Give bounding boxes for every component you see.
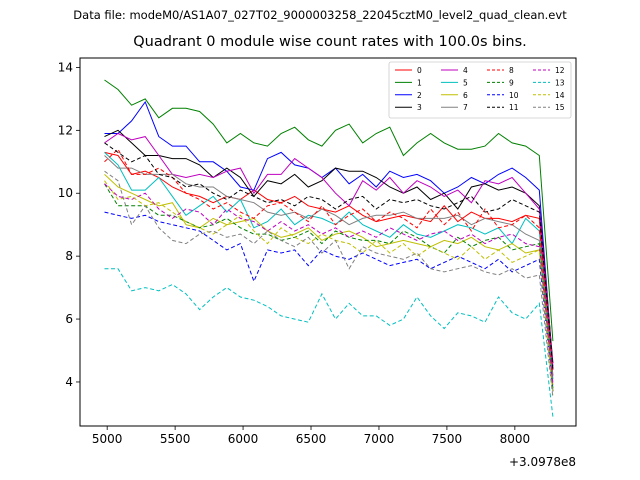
series-line-4: [104, 132, 554, 367]
legend-label-1: 1: [417, 78, 422, 87]
legend-label-6: 6: [463, 91, 468, 100]
x-tick-label: 7500: [432, 432, 463, 446]
x-axis-ticks: 5000 5500 6000 6500 7000 7500 8000: [92, 426, 530, 446]
legend-label-0: 0: [417, 66, 422, 75]
y-tick-label: 10: [58, 186, 73, 200]
series-line-3: [104, 129, 554, 364]
x-tick-label: 6500: [296, 432, 327, 446]
series-line-10: [104, 211, 554, 392]
legend-label-9: 9: [509, 78, 514, 87]
legend-label-3: 3: [417, 103, 422, 112]
y-axis-ticks: 4 6 8 10 12 14: [58, 60, 80, 389]
legend-label-14: 14: [555, 91, 565, 100]
y-tick-label: 6: [65, 312, 73, 326]
series-line-13: [104, 268, 554, 417]
series-line-14: [104, 180, 554, 395]
figure-suptitle: Data file: modeM0/AS1A07_027T02_90000032…: [73, 8, 567, 22]
legend-label-13: 13: [555, 78, 565, 87]
x-tick-label: 5500: [160, 432, 191, 446]
series-lines: [104, 79, 554, 417]
series-line-11: [104, 142, 554, 370]
y-tick-label: 12: [58, 123, 73, 137]
legend-label-2: 2: [417, 91, 422, 100]
y-tick-label: 8: [65, 249, 73, 263]
legend-label-15: 15: [555, 103, 565, 112]
series-line-7: [104, 155, 554, 383]
legend-label-7: 7: [463, 103, 468, 112]
series-line-0: [104, 151, 554, 376]
legend-label-12: 12: [555, 66, 565, 75]
legend-label-5: 5: [463, 78, 468, 87]
y-tick-label: 14: [58, 60, 73, 74]
series-line-1: [104, 79, 554, 342]
series-line-6: [104, 174, 554, 386]
x-axis-offset-label: +3.0978e8: [509, 455, 576, 469]
legend-label-8: 8: [509, 66, 514, 75]
series-line-15: [104, 170, 554, 398]
x-tick-label: 6000: [228, 432, 259, 446]
series-line-2: [104, 100, 554, 370]
legend-label-10: 10: [509, 91, 519, 100]
legend-label-11: 11: [509, 103, 519, 112]
legend-box: [388, 61, 572, 119]
x-tick-label: 8000: [500, 432, 531, 446]
legend-label-4: 4: [463, 66, 468, 75]
series-line-8: [104, 148, 554, 373]
chart-title: Quadrant 0 module wise count rates with …: [133, 34, 527, 50]
x-tick-label: 5000: [92, 432, 123, 446]
y-tick-label: 4: [65, 375, 73, 389]
series-line-5: [104, 152, 554, 379]
series-line-12: [104, 183, 554, 386]
axes-frame: [79, 57, 577, 427]
x-tick-label: 7000: [364, 432, 395, 446]
